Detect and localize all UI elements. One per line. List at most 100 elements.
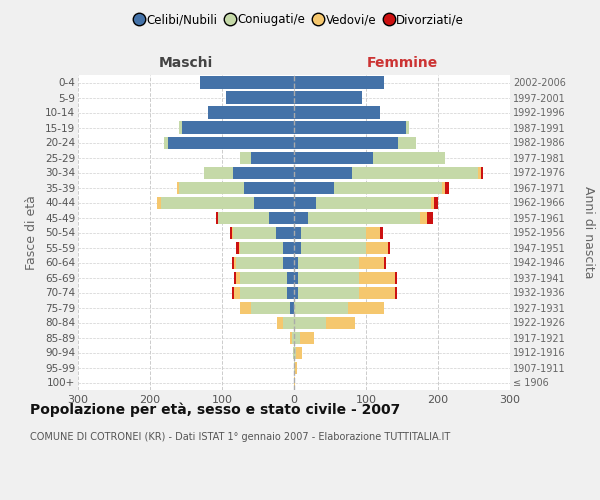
Bar (326, 316, 355, 328)
Bar (161, 196, 254, 208)
Bar (298, 256, 359, 268)
Bar (294, 122, 406, 134)
Text: Popolazione per età, sesso e stato civile - 2007: Popolazione per età, sesso e stato civil… (30, 402, 400, 417)
Bar (233, 226, 276, 238)
Bar (294, 316, 326, 328)
Bar (296, 346, 302, 358)
Bar (157, 196, 161, 208)
Bar (293, 346, 294, 358)
Bar (294, 152, 373, 164)
Bar (287, 272, 294, 283)
Bar (359, 272, 395, 283)
Bar (316, 196, 431, 208)
Bar (276, 226, 294, 238)
Bar (294, 166, 352, 178)
Bar (294, 332, 300, 344)
Bar (294, 196, 316, 208)
Bar (431, 196, 434, 208)
Bar (179, 122, 182, 134)
Bar (380, 226, 383, 238)
Bar (290, 302, 294, 314)
Bar (208, 106, 294, 118)
Bar (234, 256, 236, 268)
Bar (290, 332, 292, 344)
Bar (234, 272, 236, 283)
Bar (254, 196, 294, 208)
Bar (294, 272, 298, 283)
Bar (244, 182, 294, 194)
Bar (395, 286, 397, 298)
Bar (442, 182, 445, 194)
Bar (445, 182, 449, 194)
Y-axis label: Anni di nascita: Anni di nascita (583, 186, 595, 279)
Bar (164, 136, 168, 148)
Bar (334, 182, 442, 194)
Bar (295, 362, 297, 374)
Bar (283, 242, 294, 254)
Bar (277, 316, 283, 328)
Bar (216, 212, 218, 224)
Bar (366, 226, 380, 238)
Bar (294, 76, 384, 88)
Bar (236, 272, 240, 283)
Bar (298, 286, 359, 298)
Bar (182, 122, 294, 134)
Bar (384, 256, 386, 268)
Bar (232, 226, 233, 238)
Bar (294, 242, 301, 254)
Text: Femmine: Femmine (367, 56, 437, 70)
Bar (395, 272, 397, 283)
Bar (240, 302, 251, 314)
Bar (292, 332, 294, 344)
Bar (294, 346, 296, 358)
Bar (352, 166, 478, 178)
Bar (240, 286, 287, 298)
Bar (294, 92, 362, 104)
Bar (239, 242, 240, 254)
Bar (301, 226, 366, 238)
Bar (200, 76, 294, 88)
Bar (240, 242, 283, 254)
Bar (300, 332, 314, 344)
Bar (301, 242, 366, 254)
Text: Maschi: Maschi (159, 56, 213, 70)
Bar (294, 362, 295, 374)
Bar (308, 212, 420, 224)
Bar (373, 152, 445, 164)
Text: COMUNE DI COTRONEI (KR) - Dati ISTAT 1° gennaio 2007 - Elaborazione TUTTITALIA.I: COMUNE DI COTRONEI (KR) - Dati ISTAT 1° … (30, 432, 450, 442)
Bar (232, 256, 234, 268)
Bar (359, 256, 384, 268)
Bar (204, 166, 233, 178)
Bar (294, 256, 298, 268)
Bar (427, 212, 433, 224)
Bar (348, 302, 384, 314)
Bar (236, 256, 283, 268)
Bar (234, 286, 240, 298)
Bar (294, 212, 308, 224)
Legend: Celibi/Nubili, Coniugati/e, Vedovi/e, Divorziati/e: Celibi/Nubili, Coniugati/e, Vedovi/e, Di… (131, 8, 469, 31)
Bar (294, 302, 348, 314)
Bar (434, 196, 438, 208)
Bar (269, 212, 294, 224)
Bar (226, 92, 294, 104)
Bar (406, 122, 409, 134)
Bar (168, 136, 294, 148)
Bar (294, 182, 334, 194)
Bar (283, 256, 294, 268)
Bar (298, 272, 359, 283)
Bar (251, 152, 294, 164)
Bar (359, 286, 395, 298)
Bar (388, 242, 390, 254)
Bar (294, 376, 295, 388)
Bar (478, 166, 481, 178)
Bar (178, 182, 179, 194)
Bar (240, 152, 251, 164)
Bar (232, 286, 234, 298)
Bar (251, 302, 290, 314)
Bar (236, 242, 239, 254)
Bar (294, 286, 298, 298)
Y-axis label: Fasce di età: Fasce di età (25, 195, 38, 270)
Bar (398, 136, 416, 148)
Bar (294, 136, 398, 148)
Bar (218, 212, 269, 224)
